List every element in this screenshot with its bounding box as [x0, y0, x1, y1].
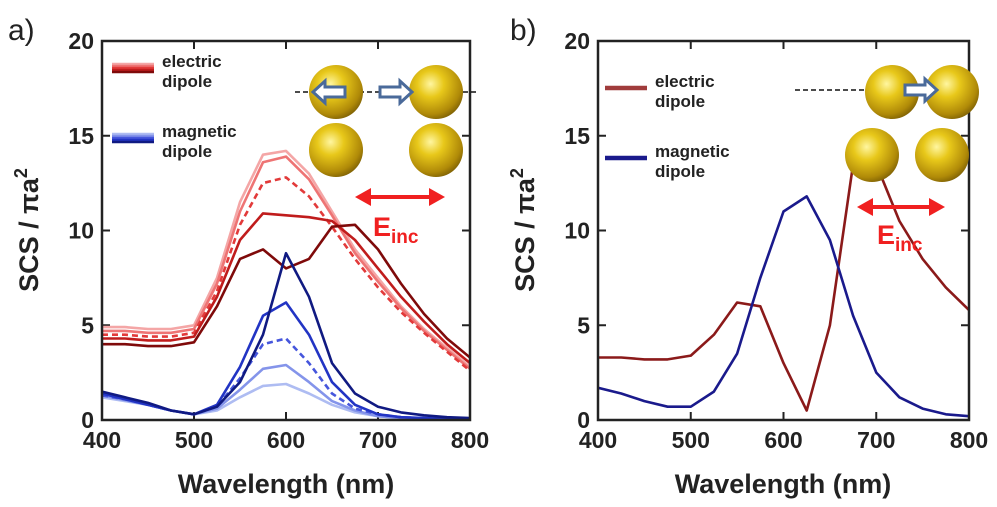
- legend-label: magnetic dipole: [162, 122, 237, 161]
- field-label-sub: inc: [895, 235, 923, 256]
- legend-entry: electric dipole: [162, 52, 222, 91]
- nanosphere: [409, 123, 463, 177]
- x-tick-label: 800: [451, 427, 489, 453]
- series-line: [102, 176, 470, 372]
- y-tick-label: 20: [68, 28, 94, 54]
- series-line: [102, 223, 470, 359]
- y-tick-label: 0: [81, 407, 94, 433]
- x-tick-label: 700: [359, 427, 397, 453]
- legend-entry: magnetic dipole: [162, 122, 237, 161]
- field-arrowhead: [929, 198, 945, 216]
- y-axis-label: SCS / πa2: [11, 168, 44, 292]
- field-arrowhead: [355, 188, 371, 206]
- y-axis-label-sup: 2: [11, 168, 31, 178]
- dipole-arrow: [310, 77, 347, 107]
- x-tick-label: 400: [83, 427, 121, 453]
- series-line: [102, 149, 470, 368]
- nanosphere: [845, 128, 899, 182]
- y-axis-label-main: SCS / πa: [14, 177, 44, 292]
- series-line: [598, 195, 969, 418]
- dipole-arrow: [378, 77, 415, 107]
- x-tick-label: 800: [950, 427, 988, 453]
- plot-frame: [596, 39, 971, 422]
- y-axis-label-sup: 2: [507, 168, 527, 178]
- x-tick-label: 600: [267, 427, 305, 453]
- nanosphere: [309, 123, 363, 177]
- legend-label: electric dipole: [162, 52, 222, 91]
- y-tick-label: 15: [564, 123, 590, 149]
- y-axis-label: SCS / πa2: [507, 168, 540, 292]
- x-tick-label: 500: [672, 427, 710, 453]
- field-label-main: E: [877, 220, 895, 250]
- panel-label: a): [8, 14, 35, 47]
- field-label: Einc: [877, 220, 923, 256]
- y-tick-label: 10: [564, 218, 590, 244]
- y-tick-label: 10: [68, 218, 94, 244]
- nanosphere: [865, 65, 919, 119]
- legend-entry: electric dipole: [655, 72, 715, 111]
- x-tick-label: 700: [857, 427, 895, 453]
- dipole-arrow: [903, 75, 940, 105]
- field-label: Einc: [373, 212, 419, 248]
- x-axis-label: Wavelength (nm): [675, 469, 892, 499]
- nanosphere: [925, 65, 979, 119]
- field-arrowhead: [429, 188, 445, 206]
- y-axis-label-main: SCS / πa: [510, 177, 540, 292]
- series-line: [102, 363, 470, 420]
- plot-frame: [100, 39, 472, 422]
- x-tick-label: 600: [764, 427, 802, 453]
- y-tick-label: 0: [577, 407, 590, 433]
- series-line: [102, 212, 470, 365]
- y-tick-label: 15: [68, 123, 94, 149]
- field-label-main: E: [373, 212, 391, 242]
- legend-label: magnetic dipole: [655, 142, 730, 181]
- x-tick-label: 400: [579, 427, 617, 453]
- legend-label: electric dipole: [655, 72, 715, 111]
- x-axis-label: Wavelength (nm): [178, 469, 395, 499]
- series-line: [102, 155, 470, 370]
- legend-entry: magnetic dipole: [655, 142, 730, 181]
- y-tick-label: 20: [564, 28, 590, 54]
- y-tick-label: 5: [577, 312, 590, 338]
- panel-label: b): [510, 14, 537, 47]
- series-line: [598, 162, 969, 412]
- nanosphere: [915, 128, 969, 182]
- nanosphere: [409, 65, 463, 119]
- x-tick-label: 500: [175, 427, 213, 453]
- series-line: [102, 251, 470, 420]
- field-arrowhead: [857, 198, 873, 216]
- y-tick-label: 5: [81, 312, 94, 338]
- field-label-sub: inc: [391, 227, 419, 248]
